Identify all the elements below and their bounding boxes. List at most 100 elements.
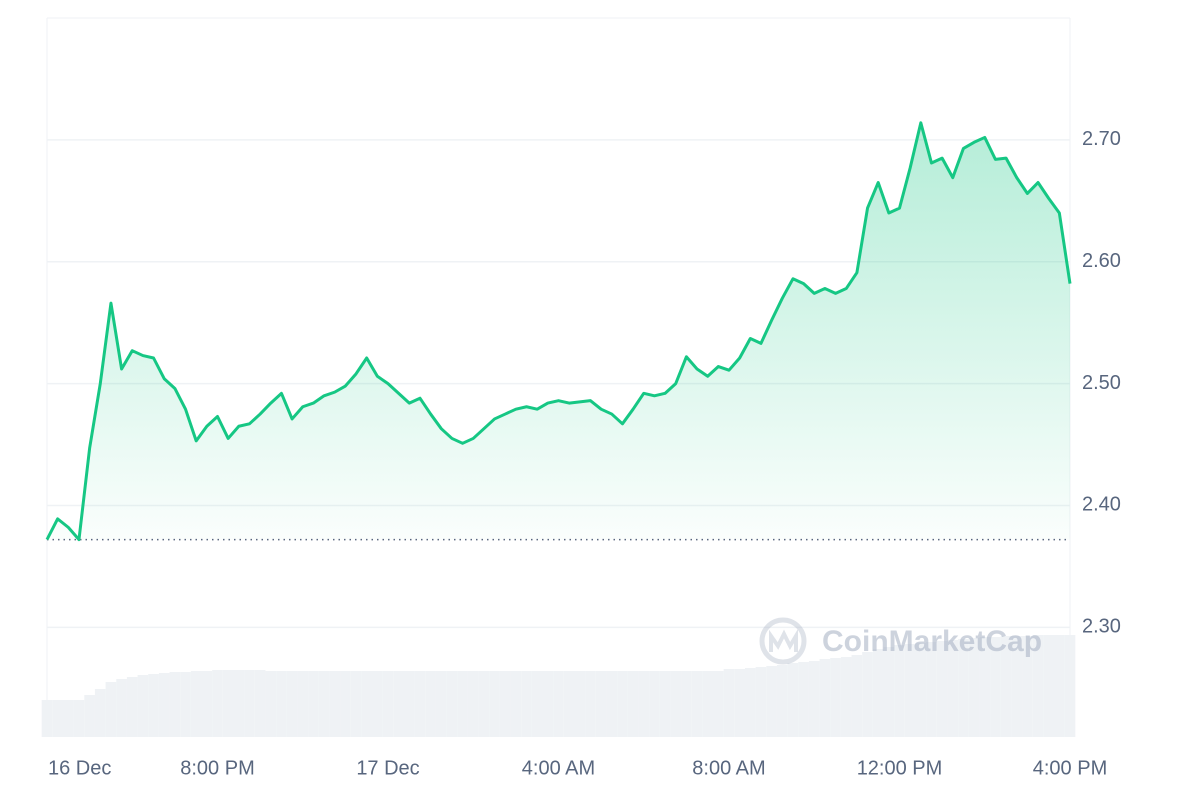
volume-bar [681, 671, 692, 737]
volume-bar [627, 671, 639, 737]
volume-bar [169, 672, 181, 737]
volume-bar [254, 670, 266, 737]
volume-bar [510, 671, 522, 737]
volume-bar [201, 671, 213, 737]
volume-bar [244, 670, 255, 737]
volume-bar [734, 669, 745, 737]
volume-bar [73, 700, 85, 737]
volume-bar [308, 671, 319, 737]
price-line [45, 121, 1072, 542]
x-tick-label: 17 Dec [356, 757, 419, 779]
volume-bar [894, 645, 905, 737]
volume-bar [499, 671, 511, 737]
volume-bar [638, 671, 650, 737]
volume-bar [1054, 635, 1065, 737]
x-tick-label: 12:00 PM [857, 757, 943, 779]
volume-bar [1032, 635, 1044, 737]
volume-bar [340, 671, 351, 737]
volume-bar [606, 671, 618, 737]
volume-bar [361, 671, 373, 737]
volume-bar [883, 647, 895, 737]
volume-bar [649, 671, 660, 737]
watermark-logo [759, 617, 807, 665]
volume-bar [1011, 636, 1023, 737]
volume-bar [265, 671, 277, 737]
volume-bar [1022, 636, 1033, 737]
volume-bar [808, 661, 820, 737]
x-tick-label: 8:00 AM [692, 757, 765, 779]
volume-bar [393, 671, 404, 737]
volume-bar [116, 679, 127, 737]
volume-bar [670, 671, 682, 737]
volume-bar [372, 671, 383, 737]
volume-bar [212, 670, 223, 737]
volume-bar [787, 663, 799, 737]
volume-bar [478, 671, 490, 737]
volume-bar [862, 652, 873, 737]
volume-bar [542, 671, 554, 737]
volume-layer [41, 635, 1076, 737]
volume-bar [617, 671, 628, 737]
volume-bar [62, 700, 74, 737]
volume-bar [222, 670, 234, 737]
volume-bar [286, 671, 298, 737]
y-tick-label: 2.30 [1082, 616, 1121, 638]
volume-bar [414, 671, 426, 737]
y-tick-label: 2.70 [1082, 128, 1121, 150]
volume-bar [105, 682, 117, 737]
volume-bar [233, 670, 245, 737]
y-tick-label: 2.50 [1082, 372, 1121, 394]
volume-bar [1043, 635, 1055, 737]
x-tick-label: 4:00 PM [1033, 757, 1107, 779]
volume-bar [148, 674, 159, 737]
volume-bar [158, 673, 170, 737]
y-tick-label: 2.60 [1082, 250, 1121, 272]
volume-bar [947, 640, 959, 737]
volume-bar [435, 671, 447, 737]
volume-bar [776, 665, 788, 737]
volume-bar [1000, 636, 1012, 737]
volume-bar [403, 671, 415, 737]
volume-bar [798, 662, 809, 737]
volume-bar [467, 671, 479, 737]
volume-bar [744, 668, 756, 737]
watermark: CoinMarketCap [822, 625, 1042, 658]
volume-bar [521, 671, 532, 737]
x-tick-label: 4:00 AM [522, 757, 595, 779]
volume-bar [830, 658, 841, 737]
volume-bar [958, 639, 969, 737]
volume-bar [531, 671, 543, 737]
volume-bar [84, 695, 95, 737]
volume-bar [968, 638, 980, 737]
volume-bar [489, 671, 500, 737]
volume-bar [180, 672, 191, 737]
volume-bar [713, 671, 724, 737]
volume-bar [936, 641, 948, 737]
volume-bar [979, 637, 991, 737]
volume-bar [126, 677, 138, 737]
volume-bar [915, 643, 927, 737]
volume-bar [137, 675, 149, 737]
volume-bar [382, 671, 394, 737]
volume-bar [872, 649, 884, 737]
volume-bar [819, 659, 831, 737]
volume-bar [190, 671, 202, 737]
x-tick-label: 16 Dec [48, 757, 111, 779]
volume-bar [52, 700, 63, 737]
y-tick-label: 2.40 [1082, 494, 1121, 516]
volume-bar [94, 689, 106, 737]
volume-bar [926, 642, 937, 737]
volume-bar [990, 637, 1001, 737]
volume-bar [446, 671, 458, 737]
volume-bar [553, 671, 564, 737]
volume-bar [350, 671, 362, 737]
volume-bar [904, 644, 916, 737]
volume-bar [595, 671, 607, 737]
volume-bar [457, 671, 468, 737]
volume-bar [276, 671, 287, 737]
volume-bar [297, 671, 309, 737]
volume-bar [563, 671, 575, 737]
volume-bar [766, 666, 777, 737]
